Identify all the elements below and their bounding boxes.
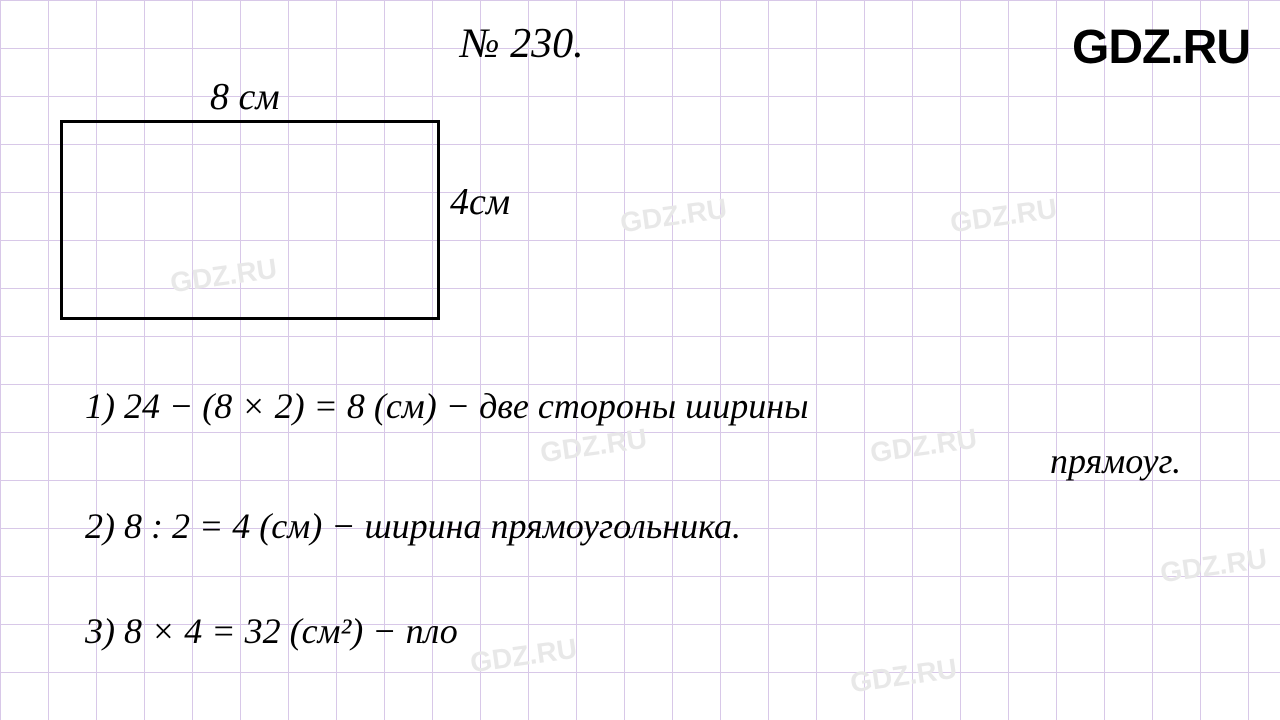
solution-step-2: 2) 8 : 2 = 4 (см) − ширина прямоугольник… <box>85 505 741 547</box>
solution-step-1: 1) 24 − (8 × 2) = 8 (см) − две стороны ш… <box>85 385 809 427</box>
rectangle-width-label: 8 см <box>210 75 280 119</box>
problem-number: № 230. <box>460 20 584 68</box>
site-logo: GDZ.RU <box>1072 20 1250 75</box>
solution-step-1-continued: прямоуг. <box>1050 440 1181 482</box>
solution-step-3: 3) 8 × 4 = 32 (см²) − пло <box>85 610 458 652</box>
rectangle-height-label: 4см <box>450 180 510 224</box>
solution-content: № 230. 8 см 4см 1) 24 − (8 × 2) = 8 (см)… <box>0 0 1280 720</box>
rectangle-diagram <box>60 120 440 320</box>
